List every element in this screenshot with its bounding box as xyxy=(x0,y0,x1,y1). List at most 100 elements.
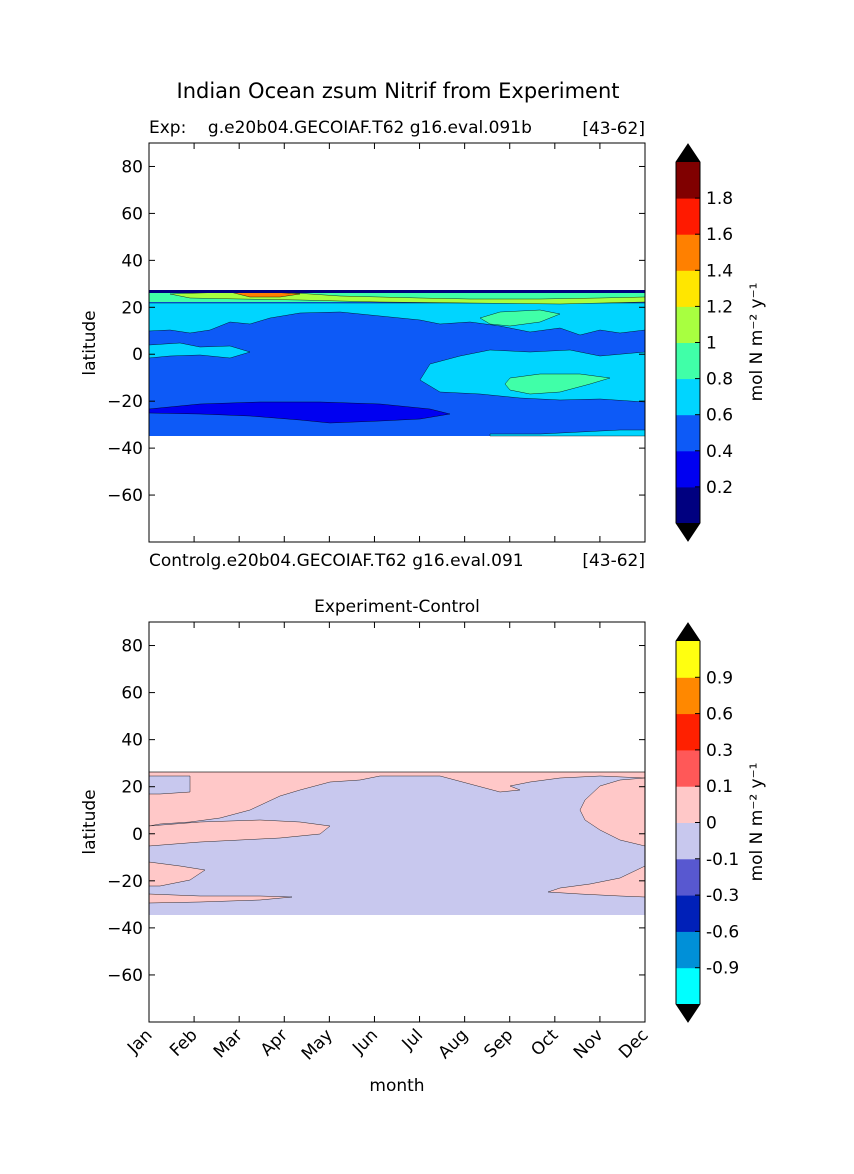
y-tick-label: −20 xyxy=(107,872,143,892)
colorbar-extend-min xyxy=(676,523,700,541)
y-tick-label: −40 xyxy=(107,439,143,459)
colorbar-tick-label: 0.6 xyxy=(706,406,733,426)
colorbar-tick-label: 0.1 xyxy=(706,777,733,797)
diff-yticks: 80 60 40 20 0 −20 −40 −60 xyxy=(107,637,645,986)
colorbar-swatch xyxy=(676,858,700,896)
y-tick-label: 0 xyxy=(132,825,143,845)
x-tick-label: Jan xyxy=(123,1025,156,1058)
exp-colorbar: 0.2 0.4 0.6 0.8 1 1.2 1.4 1.6 1.8 xyxy=(675,143,733,542)
diff-band-neg-north xyxy=(148,775,191,795)
colorbar-tick-label: -0.9 xyxy=(706,959,739,979)
x-tick-label: Sep xyxy=(480,1025,517,1062)
diff-xlabel: month xyxy=(369,1076,424,1096)
x-tick-label: Dec xyxy=(615,1025,652,1062)
colorbar-tick-label: 1.8 xyxy=(706,189,733,209)
colorbar-swatch xyxy=(676,198,700,235)
diff-field xyxy=(148,771,646,915)
exp-band-north-high xyxy=(149,291,645,302)
colorbar-tick-label: 0.8 xyxy=(706,370,733,390)
colorbar-swatch xyxy=(676,270,700,307)
y-tick-label: 20 xyxy=(121,778,143,798)
colorbar-extend-max xyxy=(676,623,700,641)
exp-ylabel: latitude xyxy=(80,310,100,375)
exp-band-0.6-0.8-patch xyxy=(148,342,251,359)
colorbar-tick-label: 0 xyxy=(706,814,717,834)
diff-band-pos-east xyxy=(579,777,646,847)
exp-xticks xyxy=(148,143,646,542)
exp-band-top-edge xyxy=(149,290,645,293)
x-tick-label: May xyxy=(298,1025,337,1064)
colorbar-extend-min xyxy=(676,1004,700,1022)
exp-yticks: 80 60 40 20 0 −20 −40 −60 xyxy=(107,157,645,506)
x-tick-label: Aug xyxy=(435,1025,473,1063)
colorbar-tick-label: 1 xyxy=(706,334,717,354)
colorbar-swatch xyxy=(676,822,700,860)
x-tick-label: Jun xyxy=(348,1025,382,1059)
colorbar-tick-label: 0.2 xyxy=(706,478,733,498)
y-tick-label: 60 xyxy=(121,204,143,224)
colorbar-swatch xyxy=(676,234,700,271)
colorbar-swatch xyxy=(676,931,700,969)
experiment-panel: Exp: g.e20b04.GECOIAF.T62 g16.eval.091b … xyxy=(80,118,646,543)
y-tick-label: 60 xyxy=(121,684,143,704)
diff-band-pos-eq xyxy=(148,819,331,847)
diff-band-pos-southwest xyxy=(148,893,293,904)
y-tick-label: 40 xyxy=(121,731,143,751)
diff-colorbar: -0.9 -0.6 -0.3 -0.1 0 0.1 0.3 0.6 0.9 xyxy=(675,622,739,1023)
x-tick-label: Oct xyxy=(527,1025,562,1060)
colorbar-swatch xyxy=(676,450,700,488)
colorbar-swatch xyxy=(676,786,700,823)
colorbar-swatch xyxy=(676,641,700,678)
y-tick-label: −40 xyxy=(107,919,143,939)
exp-band-0.8-1.0-patch-south xyxy=(504,373,611,395)
colorbar-tick-label: 0.3 xyxy=(706,741,733,761)
diff-colorbar-label: mol N m⁻² y⁻¹ xyxy=(747,763,767,882)
diff-band-pos-north xyxy=(148,771,646,827)
colorbar-swatch xyxy=(676,895,700,932)
exp-band-0.6-0.8-south xyxy=(489,429,646,437)
colorbar-tick-label: 0.4 xyxy=(706,442,733,462)
diff-ylabel: latitude xyxy=(80,789,100,854)
colorbar-tick-label: 1.2 xyxy=(706,297,733,317)
y-tick-label: 80 xyxy=(121,157,143,177)
colorbar-tick-label: -0.3 xyxy=(706,886,739,906)
difference-panel: Experiment-Control latitude month 80 60 40… xyxy=(80,143,653,1096)
exp-band-0.2-0.4 xyxy=(148,401,451,424)
y-tick-label: 80 xyxy=(121,637,143,657)
x-tick-label: Jul xyxy=(398,1025,427,1054)
exp-colorbar-label: mol N m⁻² y⁻¹ xyxy=(747,283,767,402)
colorbar-tick-label: 0.6 xyxy=(706,705,733,725)
y-tick-label: 40 xyxy=(121,251,143,271)
colorbar-swatch xyxy=(676,378,700,416)
colorbar-swatch xyxy=(676,414,700,452)
exp-title-left: Exp: g.e20b04.GECOIAF.T62 g16.eval.091b xyxy=(149,118,532,138)
colorbar-swatch xyxy=(676,713,700,751)
colorbar-outline xyxy=(675,622,701,1023)
exp-title-right: [43-62] xyxy=(582,119,645,139)
y-tick-label: −60 xyxy=(107,486,143,506)
y-tick-label: −20 xyxy=(107,392,143,412)
diff-title: Experiment-Control xyxy=(314,597,480,617)
colorbar-tick-label: -0.6 xyxy=(706,922,739,942)
exp-plot-frame xyxy=(148,142,646,543)
colorbar-swatch xyxy=(676,306,700,343)
ctrl-title-right: [43-62] xyxy=(582,551,645,571)
colorbar-swatch xyxy=(676,677,700,715)
colorbar-swatch xyxy=(676,967,700,1005)
colorbar-swatch xyxy=(676,486,700,524)
colorbar-swatch xyxy=(676,749,700,787)
diff-band-pos-southeast xyxy=(547,865,646,898)
x-tick-label: Apr xyxy=(257,1025,292,1060)
colorbar-tick-label: -0.1 xyxy=(706,850,739,870)
experiment-field xyxy=(148,290,646,437)
colorbar-tick-label: 1.6 xyxy=(706,225,733,245)
figure-title: Indian Ocean zsum Nitrif from Experiment xyxy=(177,79,620,103)
y-tick-label: −60 xyxy=(107,966,143,986)
colorbar-outline xyxy=(675,143,701,542)
diff-plot-frame xyxy=(148,621,646,1023)
ctrl-title-left: Controlg.e20b04.GECOIAF.T62 g16.eval.091 xyxy=(149,551,524,571)
colorbar-tick-label: 1.4 xyxy=(706,261,733,281)
colorbar-extend-max xyxy=(676,144,700,162)
x-tick-label: Feb xyxy=(166,1025,201,1060)
